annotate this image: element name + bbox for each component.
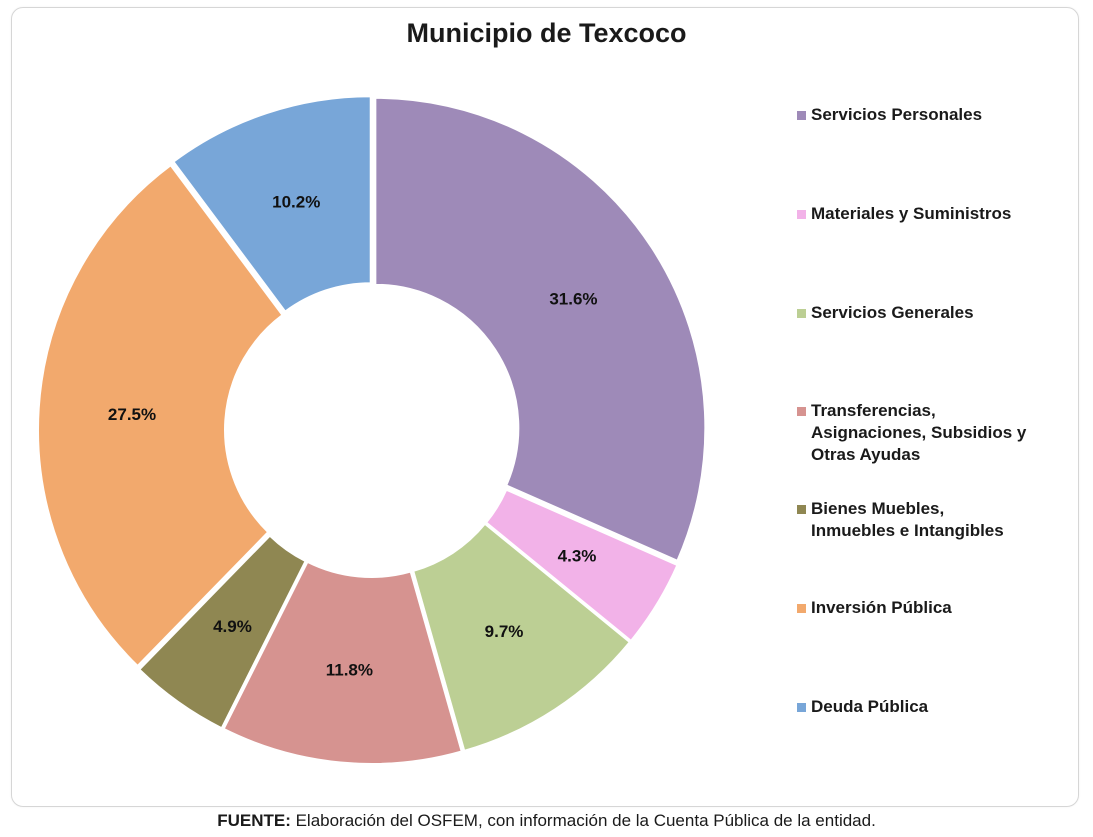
source-text: Elaboración del OSFEM, con información d… — [290, 811, 876, 830]
legend-item-4: Bienes Muebles, Inmuebles e Intangibles — [797, 498, 1004, 542]
legend-item-6: Deuda Pública — [797, 696, 928, 718]
slice-0 — [374, 96, 707, 563]
source-note: FUENTE: Elaboración del OSFEM, con infor… — [0, 811, 1093, 831]
legend-swatch-2 — [797, 309, 806, 318]
data-label-0: 31.6% — [549, 290, 597, 309]
legend-swatch-1 — [797, 210, 806, 219]
data-label-5: 27.5% — [108, 405, 156, 424]
legend-swatch-0 — [797, 111, 806, 120]
source-label: FUENTE: — [217, 811, 291, 830]
data-label-4: 4.9% — [213, 617, 252, 636]
legend-swatch-5 — [797, 604, 806, 613]
data-label-6: 10.2% — [272, 193, 320, 212]
legend-label-5: Inversión Pública — [811, 598, 952, 617]
slice-2 — [411, 522, 632, 753]
slice-5 — [37, 163, 284, 668]
legend-label-0: Servicios Personales — [811, 105, 983, 124]
legend-item-5: Inversión Pública — [797, 597, 952, 619]
data-label-2: 9.7% — [485, 622, 524, 641]
legend-swatch-3 — [797, 407, 806, 416]
legend-label-2: Servicios Generales — [811, 303, 974, 322]
legend-item-2: Servicios Generales — [797, 302, 974, 324]
chart-title: Municipio de Texcoco — [406, 18, 687, 48]
legend-label-4: Bienes Muebles, Inmuebles e Intangibles — [811, 499, 1004, 540]
legend-item-1: Materiales y Suministros — [797, 203, 1011, 225]
legend-label-1: Materiales y Suministros — [811, 204, 1012, 223]
legend-item-3: Transferencias, Asignaciones, Subsidios … — [797, 400, 1026, 466]
legend-item-0: Servicios Personales — [797, 104, 982, 126]
slice-1 — [484, 488, 679, 643]
legend-label-6: Deuda Pública — [811, 697, 929, 716]
legend-label-3: Transferencias, Asignaciones, Subsidios … — [811, 401, 1027, 464]
legend-swatch-6 — [797, 703, 806, 712]
slice-6 — [172, 95, 372, 313]
slice-4 — [137, 534, 307, 730]
data-label-3: 11.8% — [326, 660, 373, 679]
data-label-1: 4.3% — [558, 547, 597, 566]
slice-3 — [222, 560, 463, 765]
legend-swatch-4 — [797, 505, 806, 514]
